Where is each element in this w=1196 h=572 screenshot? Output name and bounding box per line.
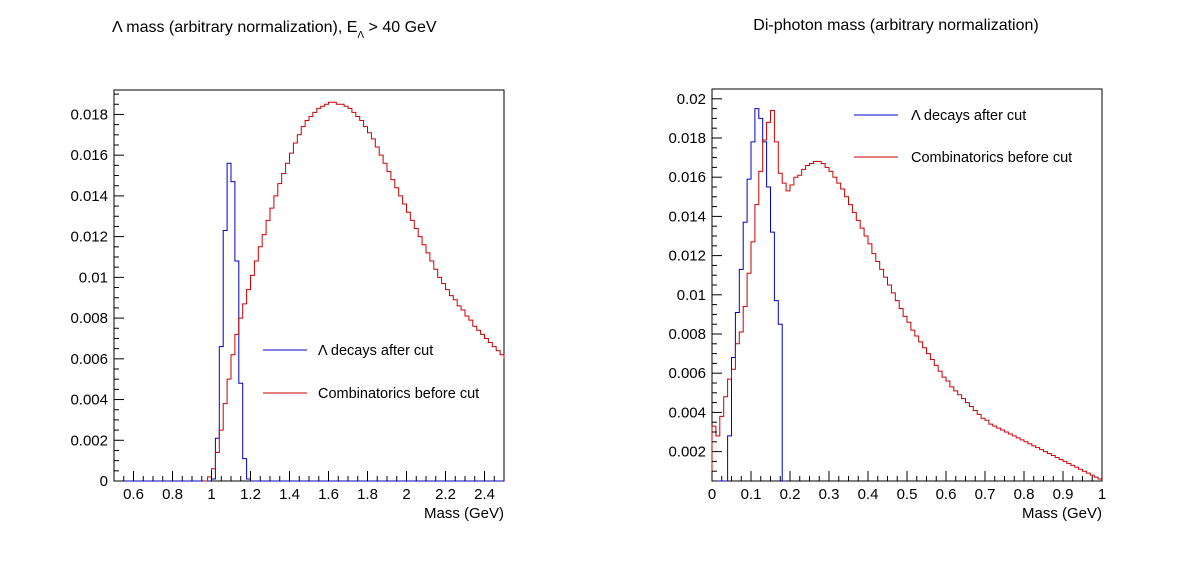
right-chart-title: Di-photon mass (arbitrary normalization) xyxy=(753,17,1038,34)
left-y-tick-label: 0 xyxy=(100,473,108,490)
right-series-group xyxy=(711,108,1102,482)
right-x-tick-label: 0.9 xyxy=(1053,486,1074,503)
left-y-tick-label: 0.014 xyxy=(70,188,108,205)
right-x-tick-label: 0.8 xyxy=(1014,486,1035,503)
right-y-tick-label: 0.008 xyxy=(668,326,706,343)
left-series-combinatorics-line xyxy=(203,101,505,482)
left-chart-title-subscript: Λ xyxy=(357,30,364,41)
left-y-tick-label: 0.01 xyxy=(79,269,108,286)
right-x-tick-label: 1 xyxy=(1098,486,1106,503)
right-x-tick-label: 0.5 xyxy=(897,486,918,503)
left-y-axis: 0 0.002 0.004 0.006 0.008 0.01 0.012 0.014 0.016… xyxy=(70,93,124,490)
right-legend: Λ decays after cut Combinatorics before … xyxy=(854,108,1072,166)
left-y-tick-label: 0.004 xyxy=(70,392,108,409)
right-x-tick-label: 0 xyxy=(708,486,716,503)
right-panel: Di-photon mass (arbitrary normalization)… xyxy=(668,17,1106,522)
left-series-group xyxy=(114,101,505,482)
right-y-tick-label: 0.01 xyxy=(677,287,706,304)
right-x-tick-label: 0.3 xyxy=(819,486,840,503)
left-x-tick-label: 2.2 xyxy=(435,486,456,503)
left-y-tick-label: 0.008 xyxy=(70,310,108,327)
right-x-tick-label: 0.1 xyxy=(741,486,762,503)
right-x-axis-label: Mass (GeV) xyxy=(1022,505,1102,522)
right-x-tick-label: 0.4 xyxy=(858,486,879,503)
right-y-tick-label: 0.002 xyxy=(668,444,706,461)
right-series-lambda-decays-line xyxy=(712,108,787,482)
left-y-tick-label: 0.012 xyxy=(70,229,108,246)
right-legend-label-lambda: Λ decays after cut xyxy=(911,108,1026,124)
right-x-tick-label: 0.6 xyxy=(936,486,957,503)
right-y-axis: 0.002 0.004 0.006 0.008 0.01 0.012 0.014 0.016 0… xyxy=(668,88,722,482)
right-y-tick-label: 0.004 xyxy=(668,404,706,421)
right-legend-label-combinatorics: Combinatorics before cut xyxy=(911,150,1072,166)
right-x-axis: 0 0.1 0.2 0.3 0.4 0.5 0.6 0.7 0.8 0.9 1 xyxy=(708,471,1106,503)
left-x-tick-label: 1.2 xyxy=(240,486,261,503)
left-chart-title: Λ mass (arbitrary normalization), EΛ > 4… xyxy=(112,19,437,41)
left-x-tick-label: 1.6 xyxy=(318,486,339,503)
right-y-tick-label: 0.018 xyxy=(668,130,706,147)
left-legend-label-lambda: Λ decays after cut xyxy=(318,343,433,359)
right-plot-frame xyxy=(711,88,1103,482)
left-panel: Λ mass (arbitrary normalization), EΛ > 4… xyxy=(70,19,505,522)
left-x-axis: 0.6 0.8 1 1.2 1.4 1.6 1.8 2 2.2 2.4 xyxy=(113,471,505,503)
right-series-combinatorics-line xyxy=(711,110,1102,481)
left-x-tick-label: 1.4 xyxy=(279,486,300,503)
left-x-axis-label: Mass (GeV) xyxy=(424,505,504,522)
left-x-tick-label: 0.6 xyxy=(123,486,144,503)
left-legend-label-combinatorics: Combinatorics before cut xyxy=(318,386,479,402)
right-y-tick-label: 0.016 xyxy=(668,169,706,186)
left-legend: Λ decays after cut Combinatorics before … xyxy=(263,343,479,402)
right-y-tick-label: 0.02 xyxy=(677,91,706,108)
left-y-tick-label: 0.016 xyxy=(70,147,108,164)
right-y-tick-label: 0.012 xyxy=(668,248,706,265)
right-y-tick-label: 0.014 xyxy=(668,208,706,225)
right-y-tick-label: 0.006 xyxy=(668,365,706,382)
right-x-tick-label: 0.7 xyxy=(975,486,996,503)
left-x-tick-label: 0.8 xyxy=(162,486,183,503)
left-x-tick-label: 2.4 xyxy=(474,486,495,503)
right-x-tick-label: 0.2 xyxy=(780,486,801,503)
left-chart-title-tail: > 40 GeV xyxy=(364,19,437,36)
left-series-lambda-decays-line xyxy=(114,162,504,482)
left-x-tick-label: 1 xyxy=(207,486,215,503)
left-x-tick-label: 2 xyxy=(402,486,410,503)
left-y-tick-label: 0.006 xyxy=(70,351,108,368)
left-x-tick-label: 1.8 xyxy=(357,486,378,503)
left-y-tick-label: 0.018 xyxy=(70,106,108,123)
left-y-tick-label: 0.002 xyxy=(70,432,108,449)
